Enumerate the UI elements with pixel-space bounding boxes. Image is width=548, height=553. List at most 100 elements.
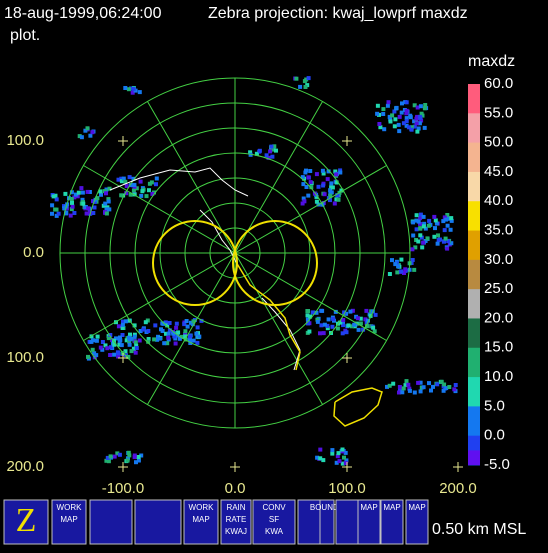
toolbar-button[interactable] xyxy=(357,499,381,545)
colorbar-tick-label: -5.0 xyxy=(484,456,510,473)
echo-cell xyxy=(373,312,378,317)
echo-cell xyxy=(131,86,136,91)
echo-cell xyxy=(103,343,108,348)
colorbar-segment xyxy=(468,347,480,378)
echo-cell xyxy=(368,313,373,318)
echo-cell xyxy=(112,352,117,357)
echo-cell xyxy=(416,126,421,131)
echo-cell xyxy=(401,386,406,391)
echo-cell xyxy=(106,197,111,202)
echo-cell xyxy=(343,461,348,466)
echo-cell xyxy=(336,451,341,456)
echo-cell xyxy=(422,106,427,111)
echo-cell xyxy=(404,379,409,384)
echo-cell xyxy=(414,218,419,223)
toolbar-button[interactable] xyxy=(335,499,359,545)
echo-cell xyxy=(421,385,426,390)
echo-cell xyxy=(433,226,437,231)
echo-cell xyxy=(423,226,428,231)
toolbar-button[interactable] xyxy=(380,499,404,545)
echo-cell xyxy=(318,331,322,336)
echo-cell xyxy=(406,382,411,387)
echo-cell xyxy=(92,205,97,210)
echo-cell xyxy=(414,213,419,218)
toolbar-button[interactable] xyxy=(89,499,133,545)
echo-cell xyxy=(114,336,118,341)
echo-cell xyxy=(334,172,339,177)
echo-cell xyxy=(50,203,55,208)
echo-cell xyxy=(361,327,366,332)
echo-cell xyxy=(302,199,307,204)
echo-cell xyxy=(328,188,333,193)
echo-cell xyxy=(339,188,344,193)
echo-cell xyxy=(85,126,90,131)
toolbar-button[interactable] xyxy=(51,499,87,545)
echo-cell xyxy=(314,310,319,315)
echo-cell xyxy=(119,179,124,184)
y-labels: 100.0 0.0 100.0 200.0 xyxy=(6,132,44,475)
echo-cell xyxy=(314,199,319,204)
echo-cell xyxy=(146,337,151,341)
echo-cell xyxy=(121,176,126,181)
echo-cell xyxy=(69,190,74,195)
echo-cell xyxy=(161,321,166,326)
echo-cell xyxy=(180,334,184,339)
echo-cell xyxy=(54,197,59,202)
echo-cell xyxy=(402,271,406,275)
zebra-logo: Z xyxy=(16,502,37,539)
echo-cell xyxy=(364,320,369,325)
echo-cell xyxy=(331,317,336,321)
echo-cell xyxy=(398,387,402,392)
zebra-button[interactable] xyxy=(3,499,49,545)
echo-cell xyxy=(427,381,431,386)
toolbar-button[interactable] xyxy=(134,499,182,545)
echo-cell xyxy=(328,193,333,198)
echo-cell xyxy=(409,125,414,130)
echo-cell xyxy=(334,460,339,465)
echo-cell xyxy=(393,262,398,267)
echo-cell xyxy=(86,206,91,211)
echo-cell xyxy=(70,204,75,209)
toolbar-button[interactable] xyxy=(405,499,429,545)
echo-cell xyxy=(268,149,273,154)
echo-cell xyxy=(132,455,137,460)
echo-cell xyxy=(445,223,450,228)
toolbar-button[interactable] xyxy=(183,499,219,545)
echo-cell xyxy=(425,236,430,241)
echo-cell xyxy=(410,247,415,252)
echo-cell xyxy=(304,77,309,82)
echo-cell xyxy=(306,193,311,198)
echo-cell xyxy=(124,184,129,189)
toolbar-button[interactable] xyxy=(319,499,335,545)
toolbar-button[interactable] xyxy=(252,499,296,545)
toolbar-button[interactable] xyxy=(220,499,252,545)
echo-cell xyxy=(88,133,93,138)
echo-cell xyxy=(330,185,335,190)
echo-cell xyxy=(91,338,95,343)
echo-cell xyxy=(139,453,144,458)
echo-cell xyxy=(418,212,423,217)
echo-cell xyxy=(411,220,416,225)
echo-cell xyxy=(385,384,389,389)
echo-cell xyxy=(274,148,278,153)
echo-cell xyxy=(416,239,421,244)
echo-cell xyxy=(132,192,137,197)
echo-cell xyxy=(54,207,59,212)
echo-cell xyxy=(344,330,349,335)
echo-cell xyxy=(404,119,409,124)
echo-cell xyxy=(182,322,187,327)
echo-cell xyxy=(375,111,380,116)
echo-cell xyxy=(175,333,180,338)
echo-cell xyxy=(304,168,308,173)
echo-cell xyxy=(333,169,338,174)
grid-cross xyxy=(342,136,352,146)
echo-cell xyxy=(91,211,96,215)
echo-cell xyxy=(90,347,95,352)
echo-cell xyxy=(160,329,165,333)
echo-cell xyxy=(166,335,171,340)
echo-cell xyxy=(391,381,396,386)
echo-cell xyxy=(412,103,417,108)
echo-cell xyxy=(108,345,113,350)
echo-cell xyxy=(387,383,392,388)
echo-cell xyxy=(105,346,110,351)
